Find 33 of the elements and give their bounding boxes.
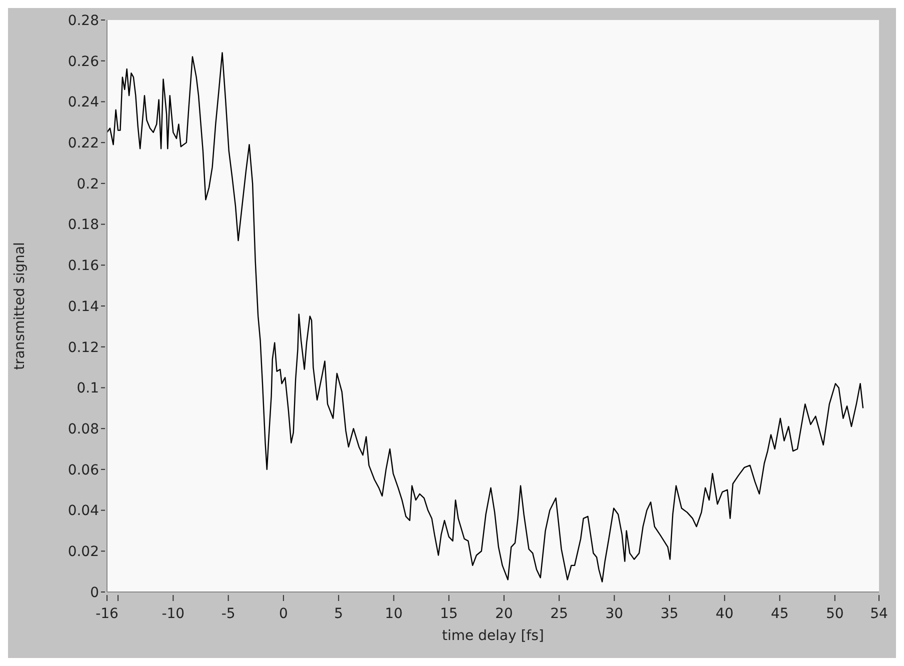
- y-tick-label: 0.16: [68, 258, 100, 274]
- x-tick-label: 40: [716, 606, 734, 622]
- x-tick-label: 30: [605, 606, 624, 622]
- x-tick-label: 10: [384, 606, 403, 622]
- x-tick-label: -5: [221, 606, 236, 622]
- y-axis-title: transmitted signal: [12, 242, 28, 370]
- y-tick-label: 0: [90, 584, 99, 601]
- y-tick-label: 0.26: [68, 54, 100, 70]
- y-tick-label: 0.12: [68, 340, 99, 356]
- x-tick-label: -10: [162, 606, 185, 622]
- x-tick-label: 35: [660, 606, 678, 622]
- x-tick-label: 45: [770, 606, 789, 622]
- y-tick-label: 0.02: [68, 544, 99, 560]
- y-tick-label: 0.06: [68, 462, 100, 478]
- x-tick-label: 25: [550, 606, 568, 622]
- x-tick-label: -16: [96, 606, 119, 622]
- line-series: [106, 52, 864, 582]
- x-axis-title: time delay [fs]: [442, 628, 544, 644]
- y-tick-label: 0.24: [68, 94, 100, 111]
- x-tick-label: 20: [495, 606, 513, 622]
- y-tick-label: 0.1: [76, 380, 99, 397]
- x-tick-label: 54: [870, 606, 888, 622]
- y-tick-label: 0.18: [68, 217, 99, 234]
- y-tick-label: 0.28: [68, 12, 99, 29]
- y-tick-label: 0.2: [76, 176, 99, 192]
- x-tick-label: 0: [278, 606, 288, 622]
- x-tick-label: 50: [826, 606, 844, 622]
- y-tick-label: 0.14: [68, 298, 100, 315]
- y-tick-label: 0.08: [68, 421, 99, 438]
- y-tick-label: 0.22: [68, 135, 99, 152]
- x-tick-label: 15: [440, 606, 458, 622]
- y-tick-label: 0.04: [68, 503, 100, 520]
- x-tick-label: 5: [334, 606, 344, 622]
